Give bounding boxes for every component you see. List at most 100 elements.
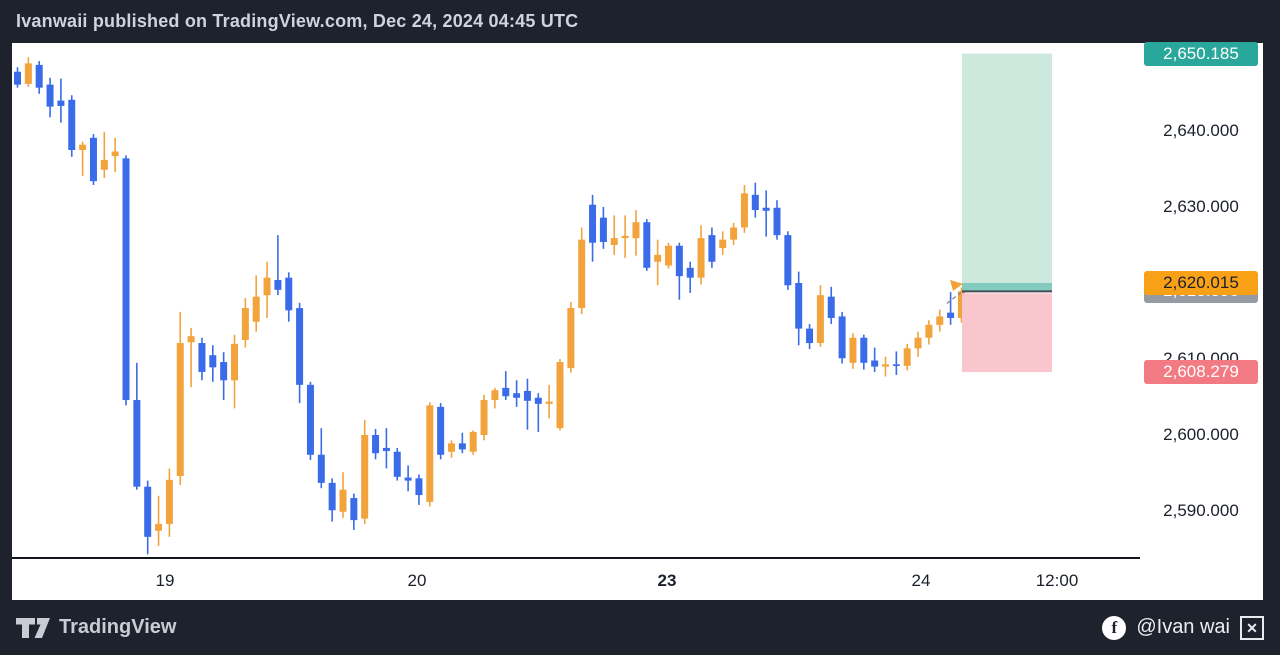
- up-candle-body: [480, 400, 488, 435]
- down-candle-body: [220, 362, 228, 381]
- down-candle-body: [415, 478, 423, 496]
- down-candle-body: [806, 328, 814, 344]
- tradingview-logo-icon: [16, 617, 50, 638]
- up-candle-body: [567, 308, 575, 369]
- down-candle-body: [14, 71, 21, 85]
- up-candle-body: [252, 296, 260, 322]
- up-candle-body: [263, 277, 271, 296]
- stop-price-badge: 2,608.279: [1144, 360, 1258, 385]
- time-axis-line: [12, 557, 1140, 559]
- up-candle-body: [79, 144, 87, 150]
- down-candle-body: [784, 235, 792, 286]
- down-candle-body: [122, 158, 130, 401]
- up-candle-body: [621, 235, 629, 239]
- time-axis-label: 24: [911, 571, 931, 590]
- pointer-dash-line: [946, 291, 962, 304]
- up-candle-body: [936, 316, 944, 325]
- down-candle-body: [589, 204, 597, 243]
- up-candle-body: [610, 238, 618, 245]
- tradingview-brand-text: TradingView: [59, 616, 177, 638]
- time-axis-label: 23: [657, 571, 677, 590]
- down-candle-body: [892, 364, 900, 366]
- up-candle-body: [176, 343, 184, 477]
- down-candle-body: [274, 279, 282, 290]
- down-candle-body: [306, 384, 314, 455]
- down-candle-body: [513, 393, 521, 398]
- target-price-badge: 2,650.185: [1144, 41, 1258, 66]
- up-candle-body: [925, 324, 933, 338]
- up-candle-body: [719, 239, 727, 249]
- down-candle-body: [437, 406, 445, 455]
- up-candle-body: [448, 443, 455, 452]
- up-candle-body: [730, 227, 738, 240]
- down-candle-body: [35, 64, 43, 88]
- down-candle-body: [827, 296, 835, 318]
- down-candle-body: [393, 451, 401, 477]
- time-scale[interactable]: 19 20 23 24 12:00: [12, 559, 1263, 600]
- down-candle-body: [686, 267, 694, 278]
- position-profit-zone[interactable]: [962, 53, 1052, 283]
- down-candle-body: [209, 355, 217, 368]
- down-candle-body: [144, 486, 152, 537]
- header-bar: Ivanwaii published on TradingView.com, D…: [0, 0, 1280, 43]
- down-candle-body: [860, 337, 868, 363]
- candlestick-chart[interactable]: [12, 43, 1140, 557]
- price-axis-label: 2,600.000: [1163, 425, 1239, 444]
- up-candle-body: [165, 479, 173, 524]
- down-candle-body: [762, 207, 770, 211]
- down-candle-body: [89, 137, 97, 182]
- up-candle-body: [914, 337, 922, 349]
- up-candle-body: [241, 308, 249, 340]
- down-candle-body: [382, 447, 390, 451]
- up-candle-body: [231, 343, 238, 381]
- down-candle-body: [372, 435, 380, 454]
- up-candle-body: [740, 193, 748, 228]
- down-candle-body: [317, 454, 325, 483]
- down-candle-body: [57, 100, 65, 106]
- up-candle-body: [111, 151, 119, 157]
- down-candle-body: [751, 194, 759, 211]
- chart-panel: 19 20 23 24 12:00 2,640.000 2,630.000 2,610.00…: [12, 41, 1263, 600]
- down-candle-body: [947, 312, 955, 318]
- publish-info-text: Ivanwaii published on TradingView.com, D…: [16, 11, 579, 31]
- time-axis-label: 19: [155, 571, 175, 590]
- up-candle-body: [469, 431, 477, 452]
- up-candle-body: [155, 523, 163, 531]
- up-candle-body: [957, 291, 965, 318]
- up-candle-body: [545, 401, 553, 404]
- up-candle-body: [882, 364, 889, 367]
- down-candle-body: [68, 99, 76, 150]
- x-twitter-icon[interactable]: ✕: [1240, 615, 1264, 640]
- down-candle-body: [675, 245, 683, 277]
- social-links: f @Ivan wai ✕: [1102, 615, 1264, 640]
- up-candle-body: [24, 63, 32, 84]
- last-price-badge: 2,620.015: [1144, 270, 1258, 295]
- down-candle-body: [458, 443, 466, 450]
- social-handle-text: @Ivan wai: [1136, 616, 1230, 638]
- down-candle-body: [534, 397, 542, 404]
- down-candle-body: [795, 283, 803, 329]
- up-candle-body: [665, 245, 672, 266]
- price-axis-label: 2,640.000: [1163, 121, 1239, 140]
- up-candle-body: [849, 337, 857, 363]
- position-loss-zone[interactable]: [962, 293, 1052, 373]
- up-candle-body: [187, 336, 195, 343]
- facebook-icon[interactable]: f: [1102, 615, 1127, 640]
- down-candle-body: [523, 390, 531, 401]
- down-candle-body: [350, 498, 358, 521]
- down-candle-body: [46, 84, 54, 107]
- down-candle-body: [643, 222, 651, 268]
- down-candle-body: [502, 387, 510, 397]
- down-candle-body: [708, 235, 716, 262]
- up-candle-body: [816, 295, 824, 344]
- down-candle-body: [198, 343, 206, 372]
- position-open-profit-zone[interactable]: [962, 282, 1052, 292]
- price-scale[interactable]: 2,640.000 2,630.000 2,610.000 2,600.000 2,59…: [1140, 41, 1263, 600]
- up-candle-body: [339, 489, 347, 512]
- entry-pointer-arrow-icon[interactable]: [950, 279, 963, 291]
- up-candle-body: [100, 159, 108, 170]
- tradingview-brand-link[interactable]: TradingView: [16, 616, 176, 639]
- down-candle-body: [871, 360, 879, 367]
- up-candle-body: [426, 405, 434, 502]
